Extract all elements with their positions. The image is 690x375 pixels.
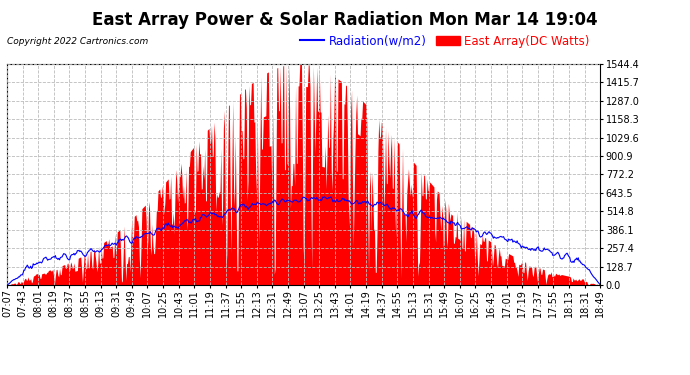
Legend: Radiation(w/m2), East Array(DC Watts): Radiation(w/m2), East Array(DC Watts): [295, 30, 594, 52]
Text: Copyright 2022 Cartronics.com: Copyright 2022 Cartronics.com: [7, 38, 148, 46]
Text: East Array Power & Solar Radiation Mon Mar 14 19:04: East Array Power & Solar Radiation Mon M…: [92, 11, 598, 29]
